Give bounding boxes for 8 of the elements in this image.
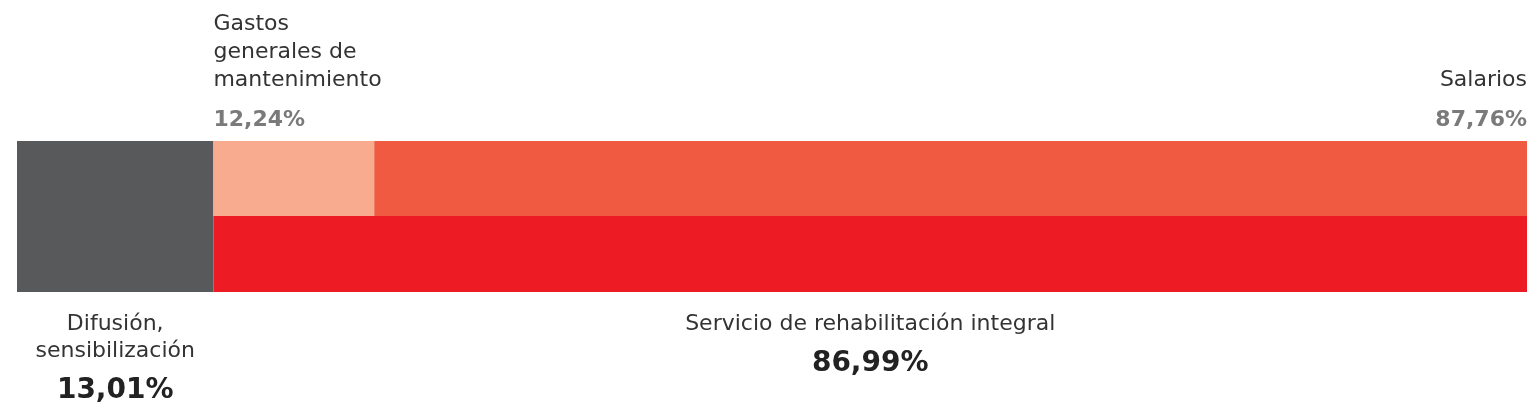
data-label: 12,24% xyxy=(213,106,306,131)
data-label: 86,99% xyxy=(811,345,929,378)
category-label: Salarios xyxy=(1439,66,1527,91)
data-label: 87,76% xyxy=(1435,106,1527,131)
category-label: Servicio de rehabilitación integral xyxy=(685,310,1056,335)
category-label: Gastos generales de mantenimiento xyxy=(213,10,382,91)
category-label: Difusión, sensibilización xyxy=(35,310,195,362)
data-label: 13,01% xyxy=(56,372,174,403)
